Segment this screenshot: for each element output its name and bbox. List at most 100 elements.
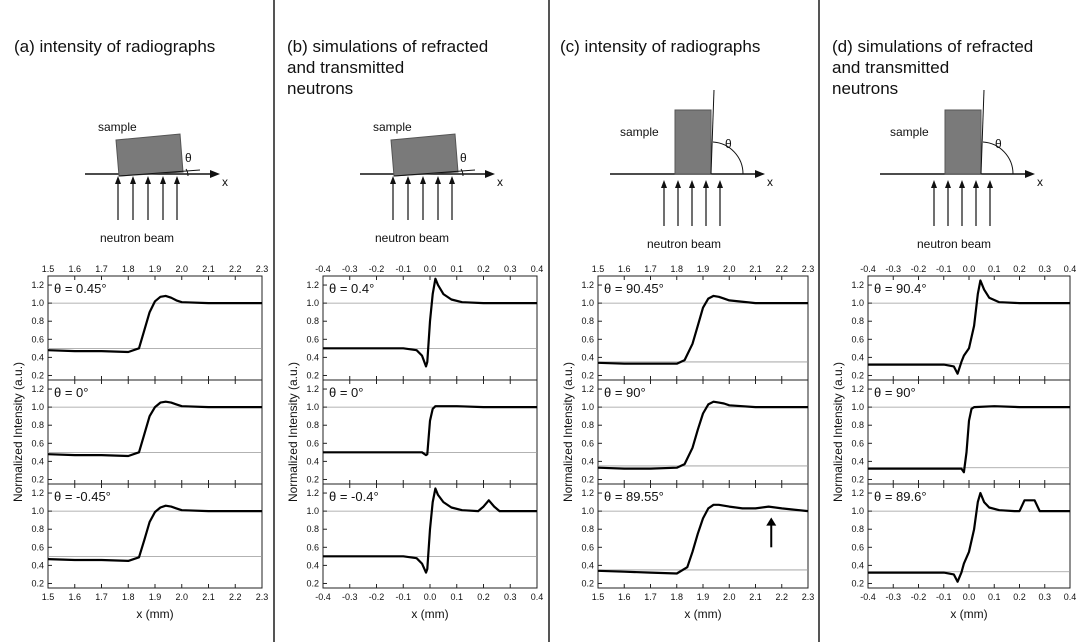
x-tick-label: 2.0 xyxy=(175,592,188,602)
y-tick-label: 0.4 xyxy=(306,456,319,466)
x-tick-label: 2.3 xyxy=(802,592,815,602)
series-line xyxy=(47,294,262,354)
sample-diagram: x θ sample neutron beam xyxy=(880,89,1043,251)
sample-tilt-line xyxy=(118,169,201,177)
x-tick-label-top: 1.9 xyxy=(149,264,162,274)
x-tick-label: 1.9 xyxy=(149,592,162,602)
subplot-angle-label: θ = 90° xyxy=(874,385,916,400)
x-tick-label-top: 0.4 xyxy=(531,264,544,274)
series-line xyxy=(868,279,1070,375)
x-tick-label-top: 2.3 xyxy=(256,264,269,274)
angle-label: θ xyxy=(185,151,192,165)
y-tick-label: 1.2 xyxy=(31,384,44,394)
x-tick-label-top: 0.3 xyxy=(504,264,517,274)
series-line xyxy=(323,405,537,457)
y-tick-label: 0.8 xyxy=(306,420,319,430)
x-tick-label-top: -0.1 xyxy=(936,264,952,274)
subplot-angle-label: θ = 0.45° xyxy=(54,281,107,296)
y-tick-label: 1.0 xyxy=(581,506,594,516)
x-axis-arrowhead xyxy=(210,170,220,178)
annotation-arrowhead xyxy=(766,517,777,526)
y-tick-label: 0.6 xyxy=(851,334,864,344)
chart: Normalized Intensity (a.u.) 0.2 0.4 0.6 0.8 1… xyxy=(286,264,544,621)
sample-diagram: x θ sample neutron beam xyxy=(360,120,503,245)
y-tick-label: 0.6 xyxy=(581,542,594,552)
sample-diagram: x θ sample neutron beam xyxy=(85,120,228,245)
y-tick-label: 1.2 xyxy=(306,384,319,394)
beam-arrowhead xyxy=(717,180,723,188)
x-tick-label-top: 0.4 xyxy=(1064,264,1077,274)
x-tick-label-top: 2.3 xyxy=(802,264,815,274)
x-tick-label: -0.3 xyxy=(885,592,901,602)
y-tick-label: 0.8 xyxy=(581,524,594,534)
panel-d: (d) simulations of refracted and transmi… xyxy=(820,0,1080,642)
x-tick-label: 1.8 xyxy=(670,592,683,602)
y-tick-label: 0.6 xyxy=(306,438,319,448)
y-tick-label: 0.6 xyxy=(31,542,44,552)
y-tick-label: 1.0 xyxy=(306,506,319,516)
y-tick-label: 1.0 xyxy=(851,298,864,308)
x-tick-label: 0.2 xyxy=(477,592,490,602)
x-tick-label-top: 2.2 xyxy=(775,264,788,274)
series-line xyxy=(868,405,1070,474)
x-tick-label: 1.7 xyxy=(644,592,657,602)
x-tick-label-top: -0.2 xyxy=(369,264,385,274)
y-axis-label: Normalized Intensity (a.u.) xyxy=(561,362,575,502)
y-tick-label: 0.2 xyxy=(306,578,319,588)
x-tick-label: 0.3 xyxy=(504,592,517,602)
panel-divider xyxy=(818,0,820,642)
x-tick-label: 2.0 xyxy=(723,592,736,602)
x-tick-label-top: 1.5 xyxy=(42,264,55,274)
y-tick-label: 0.8 xyxy=(31,420,44,430)
beam-label: neutron beam xyxy=(917,237,991,251)
y-tick-label: 0.8 xyxy=(306,524,319,534)
x-tick-label-top: -0.4 xyxy=(315,264,331,274)
beam-arrowhead xyxy=(390,176,396,184)
beam-arrowhead xyxy=(130,176,136,184)
y-tick-label: 1.2 xyxy=(31,488,44,498)
series-line xyxy=(597,400,808,470)
x-tick-label-top: 1.8 xyxy=(670,264,683,274)
x-tick-label-top: 1.6 xyxy=(68,264,81,274)
y-tick-label: 0.2 xyxy=(306,370,319,380)
x-tick-label-top: 2.1 xyxy=(749,264,762,274)
sample-tilt-line xyxy=(393,169,476,177)
y-tick-label: 0.8 xyxy=(851,420,864,430)
y-tick-label: 1.2 xyxy=(851,280,864,290)
beam-label: neutron beam xyxy=(647,237,721,251)
y-tick-label: 0.8 xyxy=(31,316,44,326)
chart: Normalized Intensity (a.u.) 0.2 0.4 0.6 0.8 1… xyxy=(831,264,1077,621)
x-tick-label-top: 1.7 xyxy=(95,264,108,274)
y-axis-label: Normalized Intensity (a.u.) xyxy=(831,362,845,502)
series-line xyxy=(597,294,808,365)
beam-arrowhead xyxy=(703,180,709,188)
x-tick-label: 0.1 xyxy=(450,592,463,602)
x-tick-label: 2.2 xyxy=(775,592,788,602)
y-tick-label: 1.2 xyxy=(31,280,44,290)
y-axis-label: Normalized Intensity (a.u.) xyxy=(11,362,25,502)
x-axis-arrowhead xyxy=(485,170,495,178)
beam-arrowhead xyxy=(987,180,993,188)
y-tick-label: 0.8 xyxy=(581,316,594,326)
x-tick-label: 0.4 xyxy=(1064,592,1077,602)
series-line xyxy=(47,400,262,458)
subplot-angle-label: θ = 90.45° xyxy=(604,281,664,296)
x-tick-label-top: 0.1 xyxy=(988,264,1001,274)
beam-label: neutron beam xyxy=(100,231,174,245)
subplot-angle-label: θ = 0° xyxy=(54,385,88,400)
x-tick-label: 2.3 xyxy=(256,592,269,602)
panel-divider xyxy=(273,0,275,642)
subplot-angle-label: θ = 90.4° xyxy=(874,281,927,296)
x-tick-label: 1.6 xyxy=(68,592,81,602)
y-tick-label: 0.6 xyxy=(851,438,864,448)
subplot-angle-label: θ = -0.45° xyxy=(54,489,111,504)
sample-block xyxy=(115,133,184,177)
y-tick-label: 1.0 xyxy=(851,506,864,516)
beam-arrowhead xyxy=(931,180,937,188)
beam-arrowhead xyxy=(959,180,965,188)
x-tick-label-top: 1.8 xyxy=(122,264,135,274)
y-tick-label: 0.4 xyxy=(851,352,864,362)
y-tick-label: 1.2 xyxy=(306,280,319,290)
y-tick-label: 0.2 xyxy=(31,474,44,484)
y-tick-label: 1.2 xyxy=(581,280,594,290)
